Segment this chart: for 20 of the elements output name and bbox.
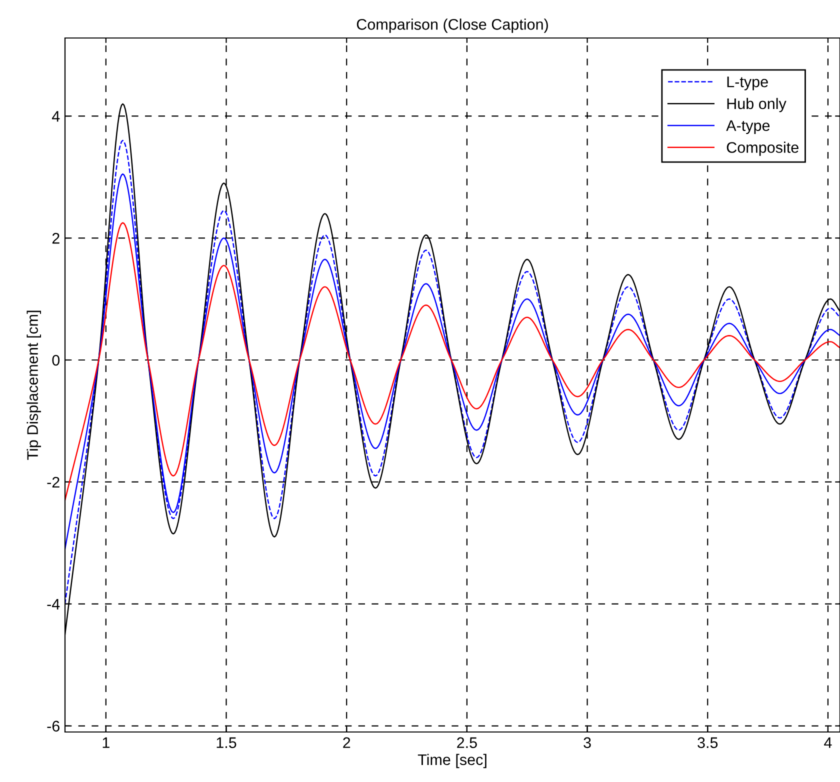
legend-label: A-type xyxy=(726,120,770,134)
x-tick-label: 1 xyxy=(102,737,110,748)
legend-label: Hub only xyxy=(727,98,786,112)
y-tick-label: 4 xyxy=(52,111,60,122)
y-tick-label: -2 xyxy=(47,476,60,488)
y-axis-title: Tip Displacement [cm] xyxy=(26,310,41,460)
y-tick-label: 2 xyxy=(52,232,60,244)
y-tick-label: 0 xyxy=(52,354,60,366)
y-tick-label: -4 xyxy=(47,598,60,610)
y-tick-label: -6 xyxy=(47,720,60,732)
x-tick-label: 2.5 xyxy=(457,737,477,748)
x-tick-label: 4 xyxy=(824,737,832,748)
x-tick-label: 1.5 xyxy=(216,737,236,748)
chart-title: Comparison (Close Caption) xyxy=(356,18,548,33)
legend-label: Composite xyxy=(726,142,798,156)
x-tick-label: 3 xyxy=(584,737,591,748)
legend-label: L-type xyxy=(727,76,768,90)
x-axis-title: Time [sec] xyxy=(418,754,486,768)
x-tick-label: 2 xyxy=(343,737,350,748)
x-tick-label: 3.5 xyxy=(698,737,718,748)
